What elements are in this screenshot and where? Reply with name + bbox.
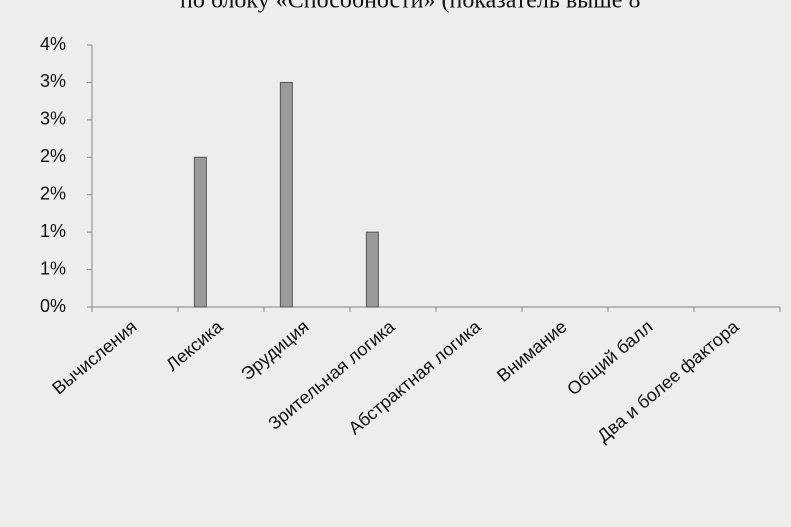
bar — [279, 81, 293, 308]
y-tick-label: 2% — [40, 183, 66, 203]
y-tick-label: 1% — [40, 258, 66, 278]
y-tick-label: 4% — [40, 34, 66, 54]
y-tick-label: 1% — [40, 221, 66, 241]
y-tick-label: 3% — [40, 109, 66, 129]
bar — [365, 231, 379, 308]
x-tick-label: Эрудиция — [237, 316, 313, 384]
x-tick-label: Два и более фактора — [593, 316, 743, 446]
x-tick-label: Лексика — [162, 316, 227, 375]
y-tick-label: 0% — [40, 296, 66, 316]
x-tick-label: Общий балл — [563, 316, 656, 399]
x-tick-label: Внимание — [493, 316, 571, 386]
x-tick-label: Вычисления — [48, 316, 140, 398]
document-heading: по блоку «Способности» (показатель выше … — [180, 0, 640, 14]
y-tick-label: 3% — [40, 71, 66, 91]
y-tick-label: 2% — [40, 146, 66, 166]
bar — [193, 156, 207, 308]
